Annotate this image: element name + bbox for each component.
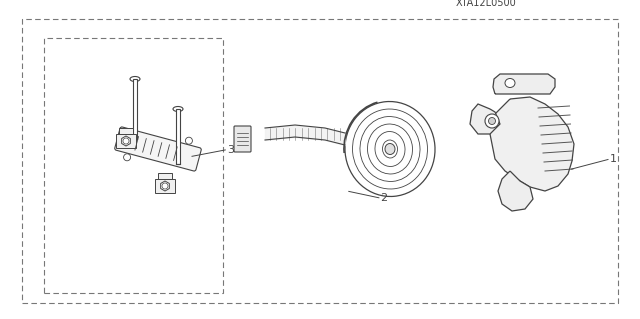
Ellipse shape bbox=[186, 137, 193, 144]
PathPatch shape bbox=[490, 97, 574, 191]
Ellipse shape bbox=[173, 107, 183, 112]
Text: 3: 3 bbox=[227, 145, 234, 155]
Bar bbox=[155, 179, 175, 193]
Ellipse shape bbox=[345, 101, 435, 197]
Bar bbox=[22, 19, 618, 303]
Bar bbox=[119, 128, 133, 134]
Circle shape bbox=[162, 183, 168, 189]
PathPatch shape bbox=[498, 171, 533, 211]
FancyBboxPatch shape bbox=[115, 127, 201, 171]
Ellipse shape bbox=[488, 117, 495, 124]
Ellipse shape bbox=[485, 114, 499, 128]
Ellipse shape bbox=[130, 77, 140, 81]
Bar bbox=[176, 109, 180, 164]
Text: XTA12L0500: XTA12L0500 bbox=[456, 0, 516, 8]
FancyBboxPatch shape bbox=[234, 126, 251, 152]
Circle shape bbox=[123, 138, 129, 144]
Text: 1: 1 bbox=[610, 154, 616, 165]
Bar bbox=[116, 134, 136, 148]
Bar bbox=[133, 79, 137, 139]
PathPatch shape bbox=[470, 104, 500, 134]
Ellipse shape bbox=[385, 144, 395, 154]
Text: 2: 2 bbox=[380, 193, 388, 203]
Ellipse shape bbox=[505, 78, 515, 87]
PathPatch shape bbox=[493, 74, 555, 94]
Bar bbox=[44, 38, 223, 293]
Bar bbox=[158, 173, 172, 179]
Ellipse shape bbox=[124, 154, 131, 161]
